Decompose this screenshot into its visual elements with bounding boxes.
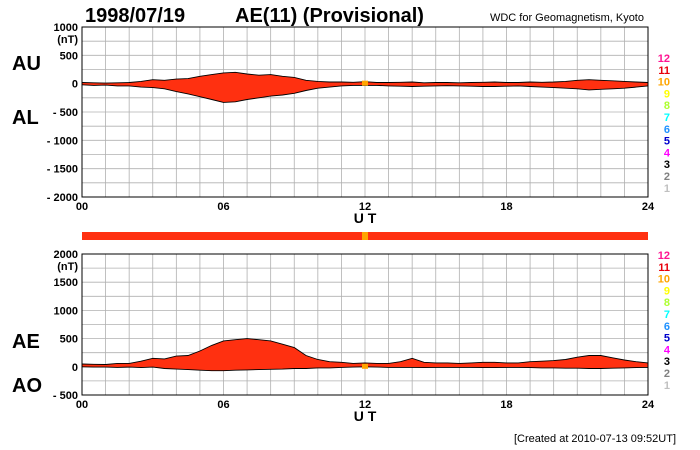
station-count-label: 7: [664, 309, 670, 321]
x-tick-label: 06: [217, 399, 229, 411]
station-count-label: 6: [664, 321, 670, 333]
y-tick-label: - 1500: [47, 164, 78, 176]
x-tick-label: 24: [642, 201, 655, 213]
station-count-label: 12: [658, 53, 670, 65]
chart-title: AE(11) (Provisional): [235, 5, 424, 27]
plot-frame: [81, 253, 649, 396]
y-tick-label: - 2000: [47, 192, 78, 204]
created-timestamp: [Created at 2010-07-13 09:52UT]: [514, 433, 676, 445]
station-count-label: 1: [664, 183, 670, 195]
series-label-au: AU: [12, 53, 41, 75]
x-tick-label: 18: [500, 399, 512, 411]
station-count-label: 8: [664, 100, 670, 112]
station-count-label: 9: [664, 88, 670, 100]
station-count-label: 1: [664, 380, 670, 392]
ae-ao-panel: 2000 1500 1000 500 0 - 500 (nT) 00 06 12 18 24 U T AE…: [12, 249, 655, 424]
station-count-label: 7: [664, 112, 670, 124]
station-count-label: 2: [664, 368, 670, 380]
data-flag-marker: [362, 80, 368, 86]
station-count-label: 11: [658, 65, 670, 77]
date-label: 1998/07/19: [85, 5, 185, 27]
station-count-label: 5: [664, 333, 670, 345]
au-al-panel: 1000 500 0 - 500 - 1000 - 1500 - 2000 (nT) 00 06 1…: [12, 22, 655, 226]
station-count-label: 4: [664, 147, 671, 159]
station-count-label: 12: [658, 250, 670, 262]
x-axis-label: U T: [354, 408, 377, 424]
unit-label: (nT): [57, 34, 78, 46]
x-tick-label: 24: [642, 399, 655, 411]
plot-frame: [81, 26, 649, 198]
source-label: WDC for Geomagnetism, Kyoto: [490, 12, 644, 24]
y-tick-label: 0: [72, 362, 78, 374]
station-count-label: 10: [658, 77, 670, 89]
y-tick-label: - 500: [53, 390, 78, 402]
station-count-bar-marker: [362, 232, 368, 240]
ae-series-line: [81, 338, 649, 365]
series-label-ae: AE: [12, 331, 40, 353]
y-tick-label: - 1000: [47, 135, 78, 147]
y-tick-label: 0: [72, 79, 78, 91]
station-count-label: 2: [664, 171, 670, 183]
y-tick-label: 500: [60, 50, 78, 62]
station-count-label: 6: [664, 124, 670, 136]
x-tick-label: 00: [76, 201, 88, 213]
y-tick-label: 500: [60, 334, 78, 346]
x-tick-label: 12: [359, 201, 371, 213]
y-tick-label: 1000: [54, 305, 78, 317]
series-label-ao: AO: [12, 375, 42, 397]
series-label-al: AL: [12, 107, 39, 129]
station-count-label: 3: [664, 356, 670, 368]
index-area-fill: [82, 72, 648, 103]
y-tick-label: - 500: [53, 107, 78, 119]
data-flag-marker: [362, 363, 368, 369]
y-tick-label: 2000: [54, 249, 78, 261]
station-count-label: 10: [658, 274, 670, 286]
x-tick-label: 06: [217, 201, 229, 213]
y-tick-label: 1000: [54, 22, 78, 34]
station-count-label: 3: [664, 159, 670, 171]
station-count-label: 5: [664, 136, 670, 148]
x-tick-label: 12: [359, 399, 371, 411]
station-count-label: 9: [664, 285, 670, 297]
x-tick-label: 18: [500, 201, 512, 213]
x-axis-label: U T: [354, 210, 377, 226]
station-count-bar: [82, 232, 648, 240]
station-count-label: 11: [658, 262, 670, 274]
y-tick-label: 1500: [54, 277, 78, 289]
station-count-label: 4: [664, 344, 671, 356]
station-count-label: 8: [664, 297, 670, 309]
x-tick-label: 00: [76, 399, 88, 411]
unit-label: (nT): [57, 261, 78, 273]
index-area-fill: [82, 338, 648, 371]
